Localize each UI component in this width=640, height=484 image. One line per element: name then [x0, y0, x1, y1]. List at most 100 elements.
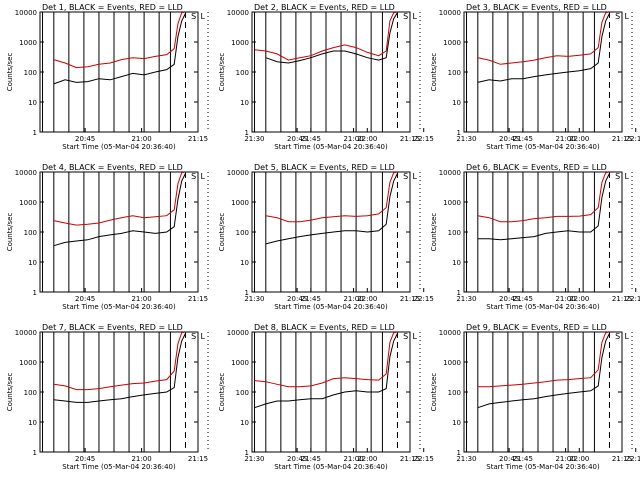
panel-title: Det 8, BLACK = Events, RED = LLD	[254, 323, 395, 332]
panel-det-9: Det 9, BLACK = Events, RED = LLD 1 10 100 10…	[430, 323, 633, 471]
x-tick-label: 21:45	[301, 135, 321, 143]
x-axis-label: Start Time (05-Mar-04 20:36:40)	[62, 463, 176, 471]
marker-l: L	[413, 12, 418, 21]
y-tick-label: 10000	[227, 169, 249, 177]
x-axis-label: Start Time (05-Mar-04 20:36:40)	[62, 143, 176, 151]
x-tick-label: 22:00	[357, 135, 377, 143]
x-tick-label: 21:30	[456, 295, 476, 303]
panel-title: Det 6, BLACK = Events, RED = LLD	[466, 163, 607, 172]
panel-det-8: Det 8, BLACK = Events, RED = LLD 1 10 100 10…	[218, 323, 640, 471]
y-tick-label: 1	[245, 129, 249, 137]
x-tick-label: 21:45	[301, 295, 321, 303]
panel-title: Det 9, BLACK = Events, RED = LLD	[466, 323, 607, 332]
y-axis-label: Counts/sec	[6, 373, 14, 412]
x-tick-label: 22:15	[414, 455, 434, 463]
plot-frame	[463, 171, 623, 293]
x-tick-label: 21:45	[513, 135, 533, 143]
y-tick-label: 100	[24, 69, 37, 77]
panel-title: Det 4, BLACK = Events, RED = LLD	[42, 163, 183, 172]
series-lld	[254, 332, 398, 388]
y-tick-label: 1000	[443, 199, 461, 207]
panel-title: Det 2, BLACK = Events, RED = LLD	[254, 3, 395, 12]
plot-frame	[251, 11, 411, 133]
marker-l: L	[201, 172, 206, 181]
y-axis-label: Counts/sec	[218, 53, 226, 92]
y-tick-label: 1000	[231, 39, 249, 47]
marker-l: L	[625, 332, 630, 341]
x-tick-label: 21:00	[555, 295, 575, 303]
marker-s: S	[403, 332, 408, 341]
x-tick-label: 21:00	[343, 455, 363, 463]
y-tick-label: 1	[457, 289, 461, 297]
y-tick-label: 1000	[19, 359, 37, 367]
x-tick-label: 21:45	[513, 455, 533, 463]
marker-s: S	[403, 12, 408, 21]
panel-det-7: Det 7, BLACK = Events, RED = LLD 1 10 100 10…	[6, 323, 434, 471]
marker-s: S	[615, 172, 620, 181]
series-lld	[254, 12, 398, 61]
series-lld	[53, 12, 186, 69]
x-tick-label: 20:45	[499, 455, 519, 463]
y-tick-label: 10	[240, 419, 249, 427]
series-lld	[477, 172, 610, 223]
x-tick-label: 22:15	[626, 295, 640, 303]
x-tick-label: 20:45	[499, 135, 519, 143]
series-events	[53, 13, 186, 85]
y-axis-label: Counts/sec	[218, 213, 226, 252]
x-tick-label: 21:15	[612, 295, 632, 303]
x-tick-label: 21:30	[244, 455, 264, 463]
x-tick-label: 20:45	[287, 455, 307, 463]
y-tick-label: 10	[28, 259, 37, 267]
y-tick-label: 10000	[439, 169, 461, 177]
y-tick-label: 10000	[439, 329, 461, 337]
x-tick-label: 21:00	[131, 135, 151, 143]
y-tick-label: 1000	[19, 199, 37, 207]
panel-det-6: Det 6, BLACK = Events, RED = LLD 1 10 100 10…	[430, 163, 633, 311]
panel-det-1: Det 1, BLACK = Events, RED = LLD 1 10 100 10…	[6, 3, 434, 151]
x-tick-label: 21:30	[456, 135, 476, 143]
y-axis-label: Counts/sec	[430, 213, 438, 252]
x-tick-label: 21:00	[343, 295, 363, 303]
y-tick-label: 10000	[15, 169, 37, 177]
x-axis-label: Start Time (05-Mar-04 20:36:40)	[274, 463, 388, 471]
y-tick-label: 1	[33, 449, 37, 457]
y-tick-label: 10	[28, 99, 37, 107]
plot-frame	[39, 331, 199, 453]
y-axis-label: Counts/sec	[6, 213, 14, 252]
series-lld	[265, 172, 398, 223]
marker-s: S	[615, 12, 620, 21]
series-events	[53, 333, 186, 403]
panel-det-2: Det 2, BLACK = Events, RED = LLD 1 10 100 10…	[218, 3, 640, 151]
x-tick-label: 21:15	[612, 455, 632, 463]
plot-frame	[463, 331, 623, 453]
x-tick-label: 22:00	[357, 295, 377, 303]
series-events	[265, 173, 398, 245]
panel-title: Det 7, BLACK = Events, RED = LLD	[42, 323, 183, 332]
y-tick-label: 1000	[19, 39, 37, 47]
x-axis-label: Start Time (05-Mar-04 20:36:40)	[486, 303, 600, 311]
y-tick-label: 10	[240, 259, 249, 267]
plot-frame	[39, 171, 199, 293]
y-axis-label: Counts/sec	[6, 53, 14, 92]
y-tick-label: 1	[33, 289, 37, 297]
y-axis-label: Counts/sec	[430, 53, 438, 92]
y-tick-label: 10	[28, 419, 37, 427]
x-tick-label: 21:45	[301, 455, 321, 463]
marker-s: S	[191, 172, 196, 181]
series-events	[477, 173, 610, 241]
marker-l: L	[413, 172, 418, 181]
x-axis-label: Start Time (05-Mar-04 20:36:40)	[62, 303, 176, 311]
x-tick-label: 20:45	[287, 295, 307, 303]
series-lld	[477, 332, 610, 388]
y-tick-label: 1	[33, 129, 37, 137]
x-tick-label: 21:15	[188, 135, 208, 143]
panel-title: Det 1, BLACK = Events, RED = LLD	[42, 3, 183, 12]
y-tick-label: 10	[240, 99, 249, 107]
marker-l: L	[625, 172, 630, 181]
x-tick-label: 21:45	[513, 295, 533, 303]
y-tick-label: 10	[452, 99, 461, 107]
panel-det-5: Det 5, BLACK = Events, RED = LLD 1 10 100 10…	[218, 163, 640, 311]
series-events	[477, 333, 610, 409]
